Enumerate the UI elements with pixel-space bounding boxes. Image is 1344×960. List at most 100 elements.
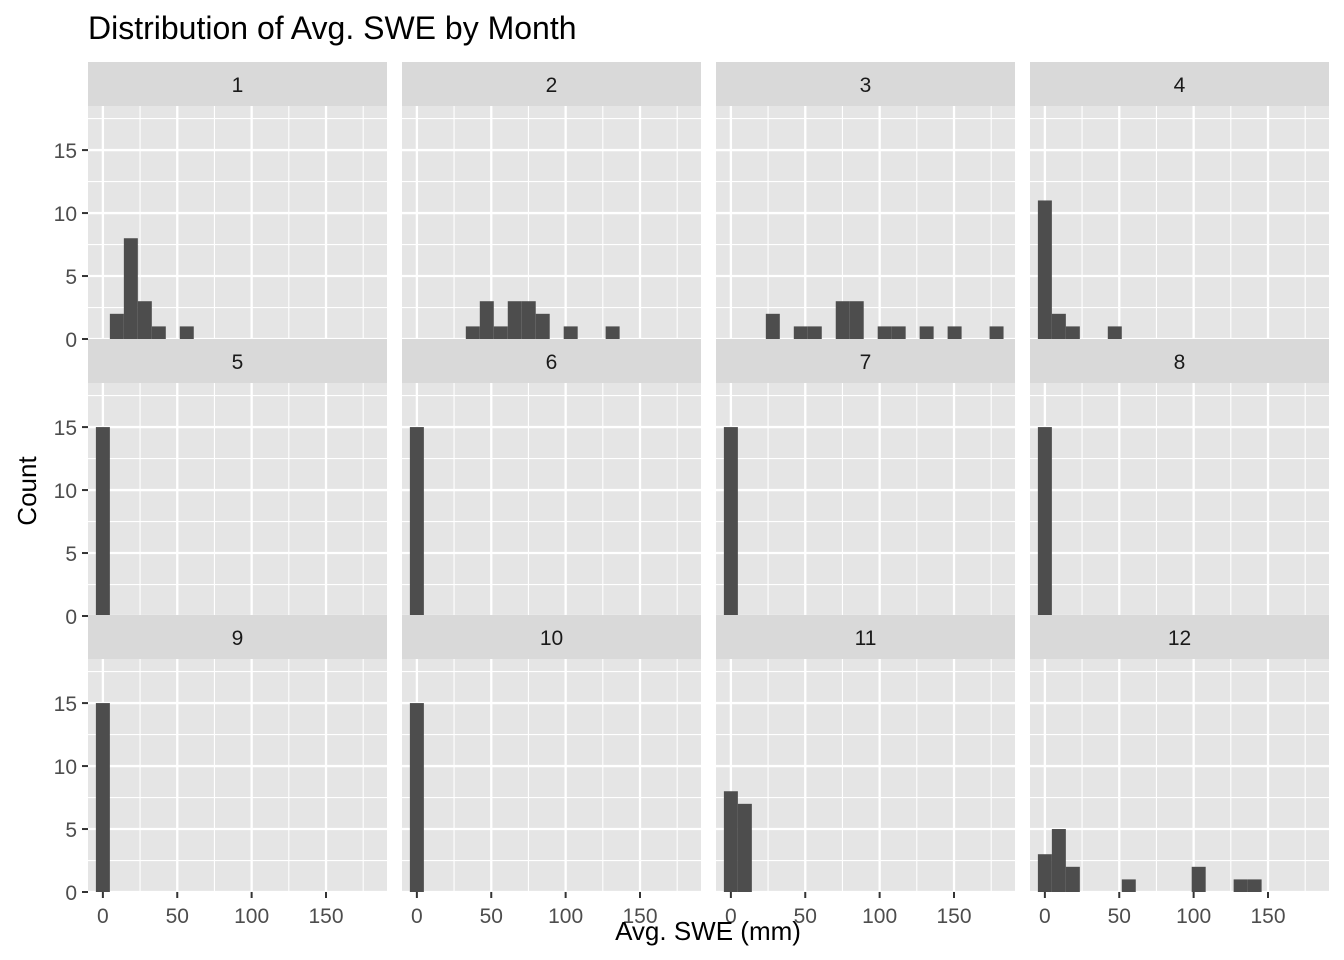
panel-background (402, 106, 701, 339)
y-tick-label: 0 (65, 329, 77, 352)
facet-strip-label: 5 (232, 351, 244, 374)
histogram-bar (1247, 879, 1262, 892)
x-tick-label: 50 (1108, 905, 1131, 928)
histogram-bar (521, 301, 536, 339)
histogram-bar (493, 326, 508, 339)
chart-title: Distribution of Avg. SWE by Month (88, 10, 577, 46)
facet-panel-5: 5 0 5 10 15 (54, 339, 387, 629)
histogram-bar (765, 313, 780, 339)
histogram-bar (947, 326, 962, 339)
panel-background (88, 383, 387, 616)
y-tick-label: 0 (65, 882, 77, 905)
histogram-bar (807, 326, 822, 339)
x-tick-label: 50 (166, 905, 189, 928)
facet-panel-12: 12 0 50 100 150 (1030, 615, 1329, 928)
facet-strip (88, 615, 387, 659)
x-tick-label: 100 (862, 905, 897, 928)
x-tick-label: 150 (308, 905, 343, 928)
facet-panel-11: 11 0 50 100 150 (716, 615, 1015, 928)
x-tick-label: 0 (1039, 905, 1051, 928)
histogram-bar (1037, 854, 1052, 892)
facet-strip-label: 4 (1174, 74, 1186, 97)
facet-strip-label: 3 (860, 74, 872, 97)
histogram-bar (409, 703, 424, 892)
histogram-bar (563, 326, 578, 339)
panel-background (1030, 659, 1329, 892)
histogram-bar (723, 427, 738, 616)
histogram-bar (123, 238, 138, 339)
histogram-bar (891, 326, 906, 339)
facet-strip-label: 7 (860, 351, 872, 374)
facet-strip (1030, 339, 1329, 383)
x-tick-label: 50 (480, 905, 503, 928)
histogram-bar (737, 803, 752, 892)
x-tick-label: 0 (97, 905, 109, 928)
histogram-bar (1051, 313, 1066, 339)
panel-background (716, 659, 1015, 892)
x-tick-label: 100 (234, 905, 269, 928)
histogram-bar (1065, 326, 1080, 339)
x-tick-label: 50 (794, 905, 817, 928)
x-tick-label: 0 (725, 905, 737, 928)
facet-strip (716, 339, 1015, 383)
facet-strip (716, 62, 1015, 106)
facet-strip (402, 339, 701, 383)
histogram-bar (1051, 829, 1066, 892)
histogram-bar (849, 301, 864, 339)
facet-strip-label: 2 (546, 74, 558, 97)
panel-background (716, 106, 1015, 339)
histogram-bar (95, 427, 110, 616)
histogram-bar (835, 301, 850, 339)
histogram-bar (989, 326, 1004, 339)
facet-strip (1030, 615, 1329, 659)
histogram-bar (465, 326, 480, 339)
histogram-bar (1107, 326, 1122, 339)
x-tick-label: 150 (936, 905, 971, 928)
x-axis-title: Avg. SWE (mm) (615, 916, 801, 946)
facet-strip-label: 1 (232, 74, 244, 97)
histogram-bar (1191, 866, 1206, 892)
y-tick-label: 10 (54, 756, 77, 779)
facet-panel-7: 7 (716, 339, 1015, 618)
panel-background (402, 659, 701, 892)
histogram-bar (1037, 200, 1052, 339)
facet-panel-4: 4 (1030, 62, 1329, 341)
histogram-bar (1121, 879, 1136, 892)
x-tick-label: 100 (1176, 905, 1211, 928)
y-axis-title: Count (12, 456, 42, 526)
facet-panel-8: 8 (1030, 339, 1329, 618)
histogram-bar (605, 326, 620, 339)
x-tick-label: 100 (548, 905, 583, 928)
y-tick-label: 5 (65, 543, 77, 566)
histogram-bar (479, 301, 494, 339)
x-tick-label: 150 (622, 905, 657, 928)
histogram-bar (409, 427, 424, 616)
x-tick-label: 150 (1250, 905, 1285, 928)
histogram-bar (507, 301, 522, 339)
histogram-bar (179, 326, 194, 339)
histogram-bar (1065, 866, 1080, 892)
panel-background (88, 659, 387, 892)
facet-panel-10: 100 50 100 150 (402, 615, 701, 928)
histogram-bar (919, 326, 934, 339)
panel-background (1030, 106, 1329, 339)
y-tick-label: 0 (65, 606, 77, 629)
facet-strip-label: 8 (1174, 351, 1186, 374)
facet-panel-6: 6 (402, 339, 701, 618)
facet-strip (88, 62, 387, 106)
y-tick-label: 15 (54, 417, 77, 440)
y-tick-label: 5 (65, 266, 77, 289)
facet-strip-label: 10 (540, 627, 563, 650)
panel-background (1030, 383, 1329, 616)
histogram-bar (1037, 427, 1052, 616)
histogram-bar (137, 301, 152, 339)
facet-strip (88, 339, 387, 383)
histogram-bar (793, 326, 808, 339)
facet-strip-label: 11 (855, 627, 877, 650)
histogram-bar (1233, 879, 1248, 892)
panel-background (716, 383, 1015, 616)
histogram-bar (109, 313, 124, 339)
